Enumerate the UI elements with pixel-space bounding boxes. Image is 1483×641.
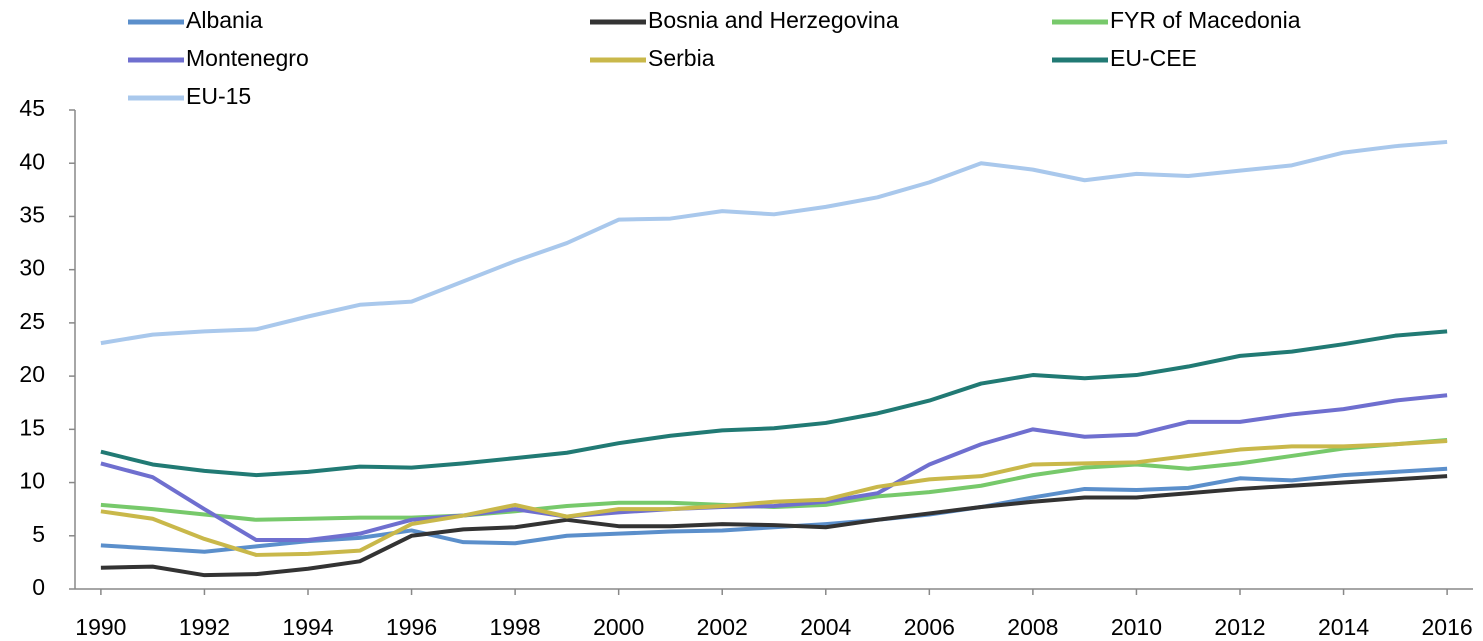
series-line [100, 139, 1448, 346]
x-tick-label: 2012 [1214, 614, 1265, 640]
series-line [100, 439, 1448, 557]
y-tick-label: 15 [19, 414, 45, 440]
x-tick-label: 2016 [1422, 614, 1473, 640]
legend-label: EU-15 [186, 83, 251, 109]
x-tick-label: 1998 [490, 614, 541, 640]
x-tick-label: 1990 [75, 614, 126, 640]
x-tick-label: 2002 [697, 614, 748, 640]
x-tick-label: 2010 [1111, 614, 1162, 640]
y-tick-label: 45 [19, 95, 45, 121]
legend-label: Montenegro [186, 45, 309, 71]
legend-label: EU-CEE [1110, 45, 1197, 71]
x-tick-label: 2006 [904, 614, 955, 640]
x-tick-label: 2014 [1318, 614, 1369, 640]
y-tick-label: 35 [19, 202, 45, 228]
y-tick-label: 5 [32, 521, 45, 547]
series-line [100, 474, 1448, 578]
series-line [100, 329, 1448, 478]
y-tick-label: 25 [19, 308, 45, 334]
legend-label: Bosnia and Herzegovina [648, 7, 899, 33]
y-tick-label: 10 [19, 468, 45, 494]
x-tick-label: 2008 [1007, 614, 1058, 640]
y-tick-label: 30 [19, 255, 45, 281]
x-tick-label: 2000 [593, 614, 644, 640]
y-tick-label: 40 [19, 148, 45, 174]
x-tick-label: 1996 [386, 614, 437, 640]
legend-label: Serbia [648, 45, 715, 71]
series-line [100, 393, 1448, 543]
y-tick-label: 0 [32, 574, 45, 600]
legend-label: Albania [186, 7, 263, 33]
y-tick-label: 20 [19, 361, 45, 387]
series-line [100, 466, 1448, 554]
x-tick-label: 1992 [179, 614, 230, 640]
x-tick-label: 1994 [282, 614, 333, 640]
legend-label: FYR of Macedonia [1110, 7, 1301, 33]
x-tick-label: 2004 [800, 614, 851, 640]
